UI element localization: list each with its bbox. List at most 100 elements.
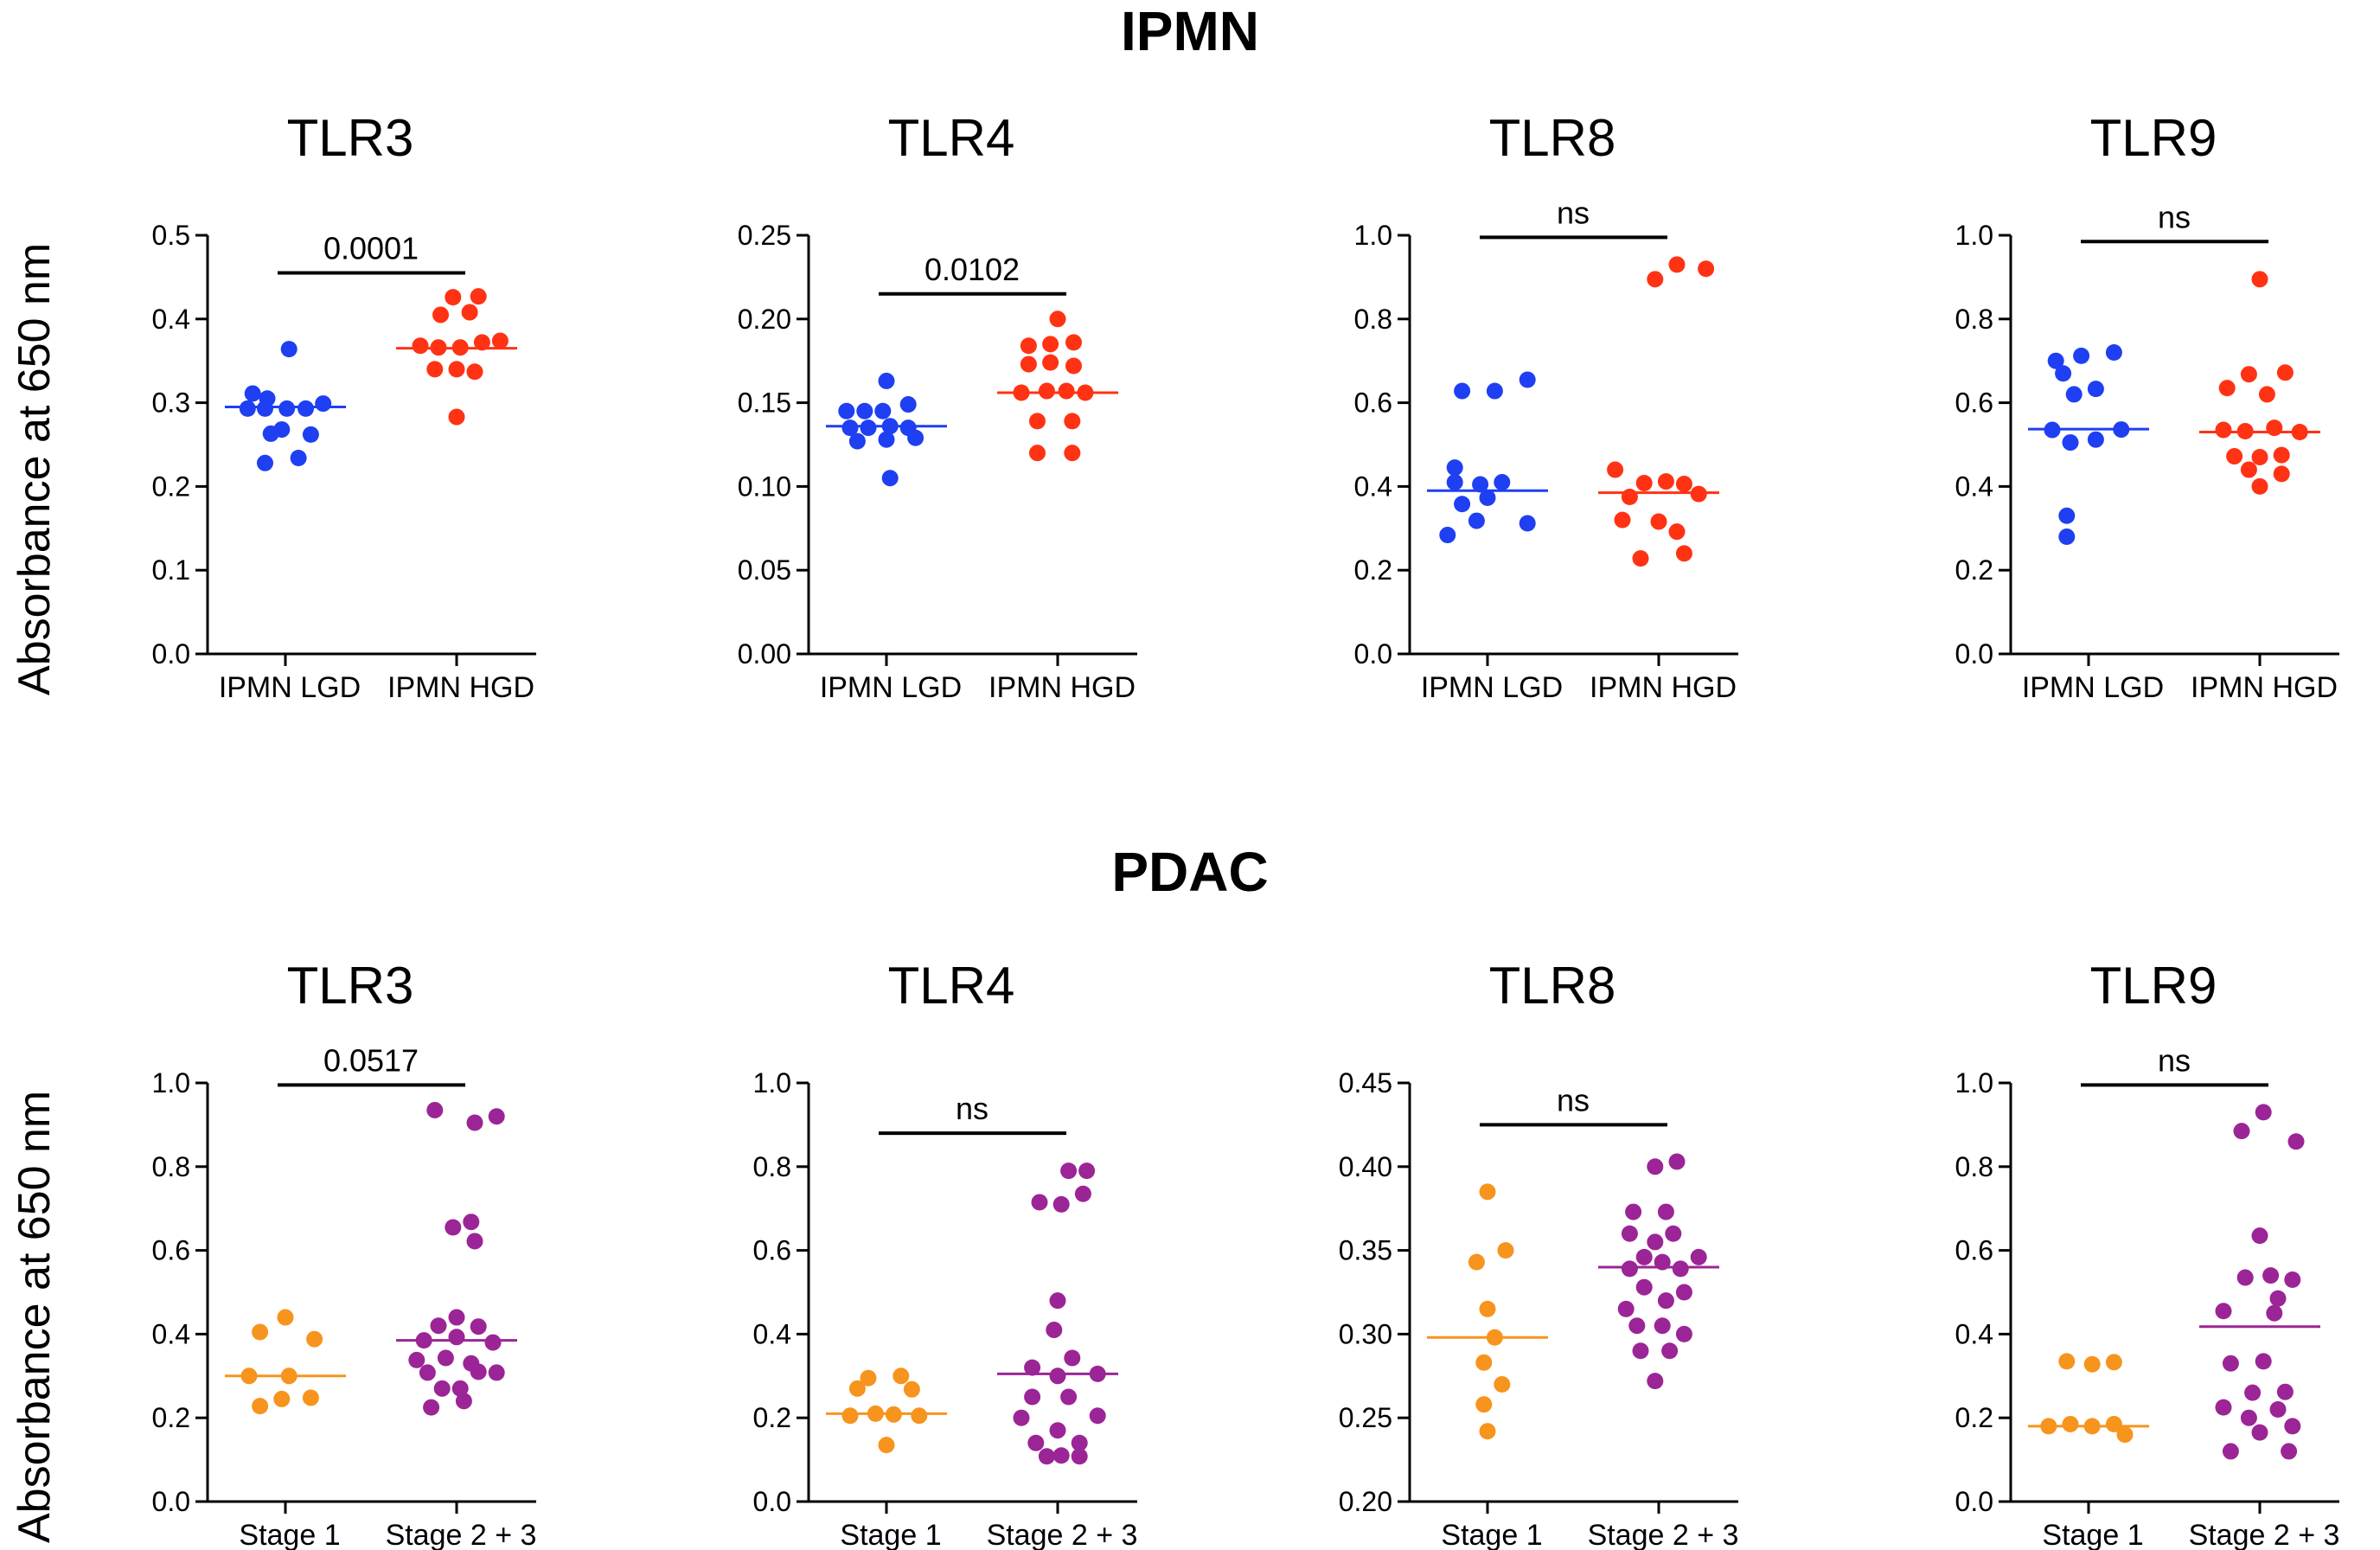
data-point <box>2281 1443 2298 1460</box>
data-point <box>1052 1447 1070 1464</box>
data-point <box>1635 475 1653 492</box>
data-point <box>1665 1225 1682 1242</box>
data-point <box>302 1389 319 1406</box>
data-point <box>2273 465 2290 483</box>
y-tick-label: 0.0 <box>1955 638 1993 669</box>
data-point <box>466 1114 483 1131</box>
data-point <box>1647 1373 1664 1390</box>
data-point <box>2065 386 2082 403</box>
data-point <box>1621 489 1638 505</box>
p-value-label: ns <box>2158 1042 2191 1078</box>
y-tick-label: 0.30 <box>1339 1318 1392 1349</box>
data-point <box>470 288 487 305</box>
data-point <box>1479 489 1496 506</box>
data-point <box>2087 431 2104 448</box>
data-point <box>1446 474 1463 491</box>
p-value-label: 0.0001 <box>323 231 419 266</box>
data-point <box>466 363 483 381</box>
data-point <box>878 372 895 389</box>
x-tick-label: IPMN LGD <box>1421 671 1563 704</box>
data-point <box>2222 1443 2239 1460</box>
y-tick-label: 0.40 <box>1339 1151 1392 1182</box>
data-point <box>1071 1434 1088 1451</box>
data-point <box>466 1233 483 1250</box>
data-point <box>445 289 462 306</box>
chart-ipmn-tlr4: TLR4 0.00 0.05 0.10 0.15 0.20 0.25 IPMN LGD IPMN… <box>738 109 1137 704</box>
data-point <box>2276 364 2294 381</box>
data-point <box>1617 1300 1635 1317</box>
data-point <box>860 1369 877 1387</box>
data-point <box>2258 386 2275 403</box>
data-point <box>2284 1271 2301 1288</box>
data-point <box>1494 1375 1511 1393</box>
data-point <box>488 1364 505 1381</box>
data-point <box>2116 1426 2134 1444</box>
y-tick-label: 1.0 <box>1955 1067 1993 1098</box>
y-tick-label: 0.6 <box>1955 1235 1993 1266</box>
y-tick-label: 1.0 <box>1955 220 1993 251</box>
y-tick-label: 0.0 <box>1354 638 1392 669</box>
data-point <box>1078 1162 1096 1180</box>
y-tick-label: 0.25 <box>1339 1402 1392 1433</box>
data-point <box>2073 347 2090 364</box>
data-point <box>2105 1415 2122 1432</box>
data-point <box>1024 1388 1041 1406</box>
data-point <box>2240 461 2257 478</box>
data-point <box>2087 381 2104 398</box>
y-tick-label: 0.1 <box>152 554 190 586</box>
y-tick-label: 0.05 <box>738 554 791 586</box>
data-point <box>2058 507 2076 524</box>
data-point <box>273 1390 291 1407</box>
data-point <box>2062 1415 2079 1432</box>
x-tick-label: IPMN HGD <box>387 671 534 704</box>
data-point <box>2251 1424 2268 1441</box>
y-tick-label: 0.4 <box>152 304 190 335</box>
data-point <box>1621 1225 1638 1242</box>
data-point <box>1657 1203 1674 1220</box>
data-point <box>461 304 478 321</box>
x-tick-label: IPMN HGD <box>1590 671 1737 704</box>
data-point <box>433 1380 451 1397</box>
data-point <box>1038 382 1055 400</box>
data-point <box>1675 1284 1692 1301</box>
data-point <box>848 432 866 450</box>
y-tick-label: 0.6 <box>753 1235 791 1266</box>
chart-pdac-tlr3: TLR3 0.0 0.2 0.4 0.6 0.8 1.0 Stage 1 Stage 2 + 3… <box>152 957 537 1550</box>
data-point <box>2244 1384 2262 1401</box>
data-point <box>256 400 273 417</box>
chart-pdac-tlr8: TLR8 0.20 0.25 0.30 0.35 0.40 0.45 Stage 1 Stage… <box>1339 957 1739 1550</box>
chart-title: TLR9 <box>2090 957 2217 1015</box>
y-tick-label: 0.5 <box>152 220 190 251</box>
data-point <box>903 1380 920 1398</box>
data-point <box>1049 1367 1066 1385</box>
data-point <box>848 1380 866 1397</box>
data-point <box>1454 496 1471 513</box>
data-point <box>1519 371 1536 388</box>
data-point <box>1020 355 1037 373</box>
data-point <box>2269 1290 2287 1307</box>
data-point <box>1698 260 1715 278</box>
data-point <box>262 425 279 442</box>
data-point <box>1635 1248 1653 1265</box>
data-point <box>1064 445 1081 462</box>
data-point <box>302 426 319 443</box>
chart-title: TLR4 <box>888 109 1015 167</box>
chart-ipmn-tlr3: TLR3 0.0 0.1 0.2 0.3 0.4 0.5 IPMN LGD IPMN HGD 0.… <box>152 109 536 704</box>
data-point <box>1065 357 1082 375</box>
data-point <box>1058 382 1075 400</box>
y-tick-label: 0.2 <box>1354 554 1392 586</box>
y-tick-label: 0.00 <box>738 638 791 669</box>
y-tick-label: 0.20 <box>738 304 791 335</box>
y-tick-label: 0.4 <box>1955 471 1993 502</box>
x-tick-label: IPMN LGD <box>820 671 962 704</box>
data-point <box>1028 413 1046 430</box>
data-point <box>1479 1423 1496 1440</box>
data-point <box>2284 1418 2301 1435</box>
y-tick-label: 0.2 <box>1955 554 1993 586</box>
y-tick-label: 0.4 <box>753 1318 791 1349</box>
data-point <box>2287 1133 2305 1150</box>
data-point <box>2276 1383 2294 1400</box>
data-point <box>491 332 509 349</box>
data-point <box>280 341 298 358</box>
